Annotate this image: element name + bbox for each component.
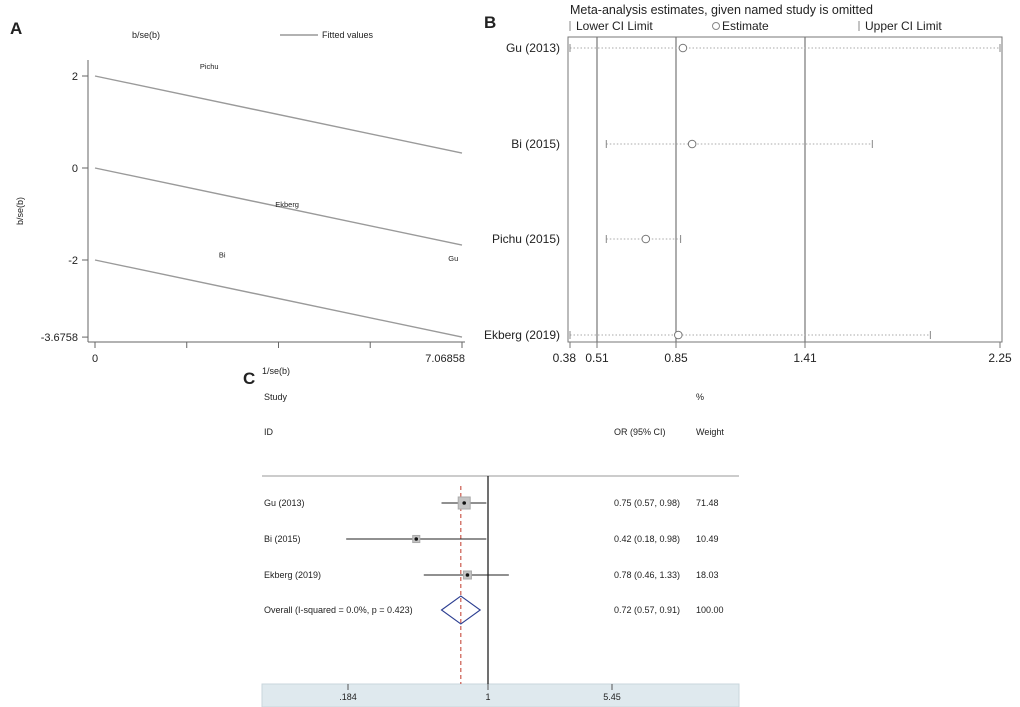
panel-c-point-estimate bbox=[462, 501, 467, 505]
panel-b-legend-estimate: Estimate bbox=[722, 19, 769, 33]
panel-c-x-tick-label: 1 bbox=[485, 692, 490, 702]
panel-c-header-id: ID bbox=[264, 427, 274, 437]
panel-a-point-label: Ekberg bbox=[275, 200, 299, 209]
panel-b-study-label: Ekberg (2019) bbox=[484, 328, 560, 342]
panel-a-y-tick-label: -3.6758 bbox=[41, 332, 78, 344]
panel-b-title: Meta-analysis estimates, given named stu… bbox=[570, 3, 873, 17]
panel-a-legend-label-1: Fitted values bbox=[322, 30, 374, 40]
panel-a-x-title: 1/se(b) bbox=[262, 366, 290, 376]
panel-b-estimate-point bbox=[678, 43, 688, 53]
panel-c-header-or: OR (95% CI) bbox=[614, 427, 666, 437]
panel-c-axis-band bbox=[261, 683, 740, 707]
panel-a-fitted-line bbox=[94, 167, 463, 246]
panel-b-x-tick-label: 1.41 bbox=[793, 351, 817, 365]
panel-b-plot-frame bbox=[567, 36, 1003, 343]
panel-c-plot-region bbox=[262, 476, 739, 684]
panel-b-study-label: Gu (2013) bbox=[506, 41, 560, 55]
panel-c-overall-diamond bbox=[440, 595, 482, 625]
panel-a-point-label: Gu bbox=[448, 254, 458, 263]
panel-c-or-ci: 0.75 (0.57, 0.98) bbox=[614, 498, 680, 508]
panel-b-x-tick-label: 2.25 bbox=[988, 351, 1012, 365]
panel-c-chart: Study ID OR (95% CI) % Weight .184 1 5.45 G… bbox=[261, 392, 740, 707]
panel-a-x-tick-label: 0 bbox=[92, 353, 98, 365]
panel-c-study-label: Ekberg (2019) bbox=[264, 570, 321, 580]
panel-c-x-tick-label: .184 bbox=[339, 692, 357, 702]
panel-label-b: B bbox=[484, 13, 496, 32]
panel-c-header-study: Study bbox=[264, 392, 288, 402]
panel-c-or-ci: 0.42 (0.18, 0.98) bbox=[614, 534, 680, 544]
panel-a-y-tick-label: -2 bbox=[68, 255, 78, 267]
panel-b-study-label: Pichu (2015) bbox=[492, 232, 560, 246]
panel-c-overall-ci: 0.72 (0.57, 0.91) bbox=[614, 605, 680, 615]
panel-c-header-weight: Weight bbox=[696, 427, 724, 437]
panel-a-y-title: b/se(b) bbox=[15, 197, 25, 225]
panel-c-or-ci: 0.78 (0.46, 1.33) bbox=[614, 570, 680, 580]
panel-c-x-tick-label: 5.45 bbox=[603, 692, 621, 702]
panel-a-point-label: Pichu bbox=[200, 62, 219, 71]
panel-c-weight: 10.49 bbox=[696, 534, 719, 544]
panel-b-x-tick-label: 0.85 bbox=[664, 351, 688, 365]
panel-a-fitted-line bbox=[94, 259, 463, 338]
panel-b-legend-estimate-marker bbox=[712, 22, 720, 30]
panel-b-chart: Meta-analysis estimates, given named stu… bbox=[484, 3, 1012, 365]
panel-c-weight: 71.48 bbox=[696, 498, 719, 508]
panel-b-x-tick-label: 0.51 bbox=[585, 351, 609, 365]
panel-c-overall-label: Overall (I-squared = 0.0%, p = 0.423) bbox=[264, 605, 413, 615]
panel-a-y-tick-label: 2 bbox=[72, 71, 78, 83]
panel-c-study-label: Gu (2013) bbox=[264, 498, 305, 508]
panel-label-c: C bbox=[243, 369, 255, 388]
panel-b-legend-lower: Lower CI Limit bbox=[576, 19, 653, 33]
panel-a-legend-label-0: b/se(b) bbox=[132, 30, 160, 40]
panel-a-fitted-line bbox=[94, 75, 463, 154]
panel-c-header-pct: % bbox=[696, 392, 704, 402]
panel-a-point-label: Bi bbox=[219, 251, 226, 260]
panel-c-point-estimate bbox=[414, 537, 419, 541]
panel-label-a: A bbox=[10, 19, 22, 38]
panel-b-x-tick-label: 0.38 bbox=[553, 351, 577, 365]
panel-b-estimate-point bbox=[687, 139, 697, 149]
panel-c-weight: 18.03 bbox=[696, 570, 719, 580]
panel-c-study-label: Bi (2015) bbox=[264, 534, 301, 544]
panel-a-chart: b/se(b) Fitted values 1/se(b) b/se(b) 0 7… bbox=[15, 30, 465, 376]
panel-b-legend-upper: Upper CI Limit bbox=[865, 19, 942, 33]
panel-a-y-tick-label: 0 bbox=[72, 163, 78, 175]
panel-b-estimate-point bbox=[674, 330, 683, 340]
panel-b-study-label: Bi (2015) bbox=[511, 137, 560, 151]
panel-b-estimate-point bbox=[641, 234, 651, 244]
panel-c-overall-weight: 100.00 bbox=[696, 605, 724, 615]
panel-c-point-estimate bbox=[465, 573, 470, 577]
panel-a-x-tick-label: 7.06858 bbox=[425, 353, 465, 365]
